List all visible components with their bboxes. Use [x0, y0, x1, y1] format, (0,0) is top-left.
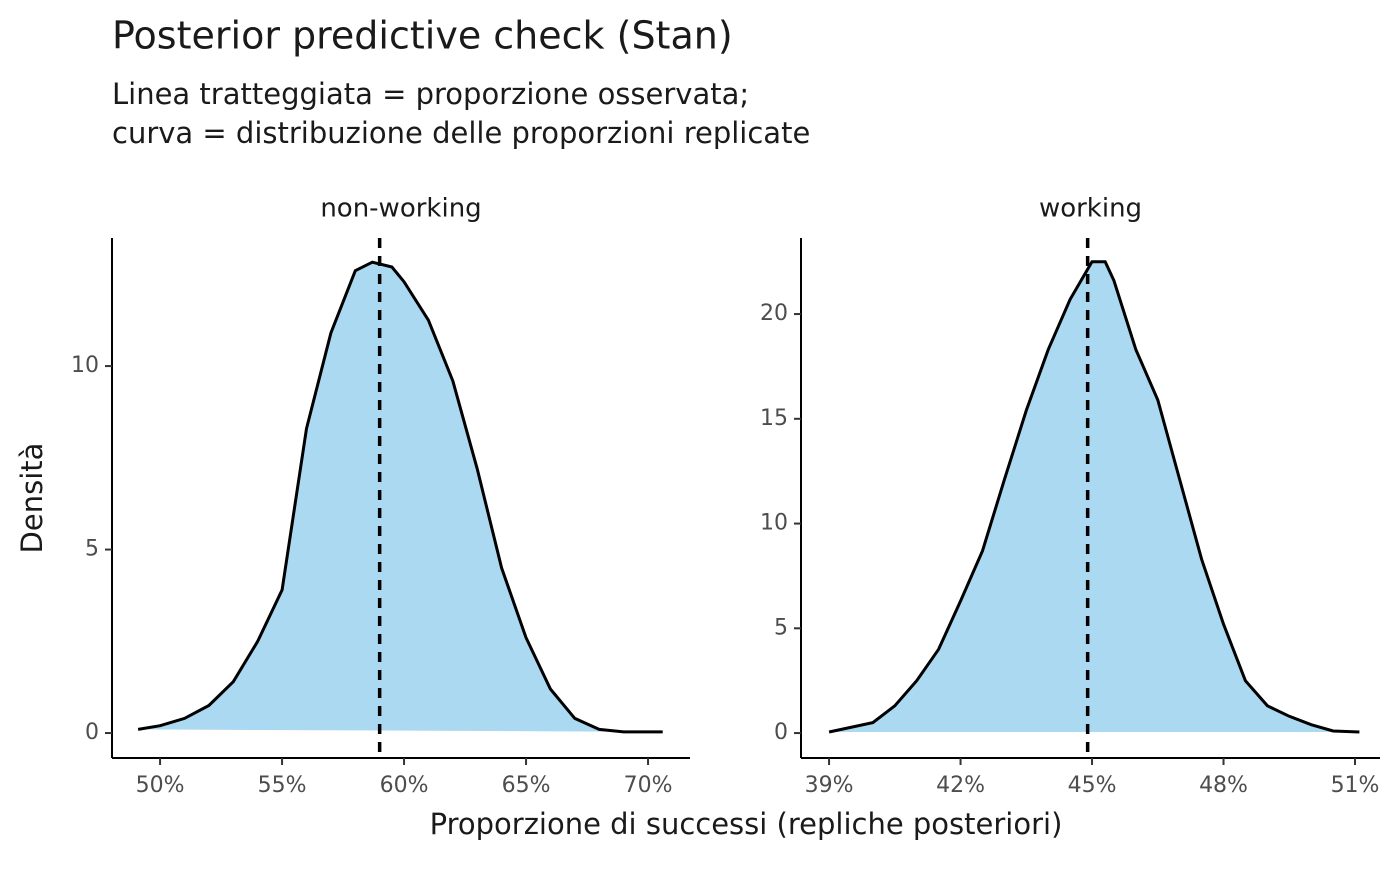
- density-line: [828, 260, 1360, 734]
- y-tick-label: 15: [760, 406, 788, 431]
- y-tick-label: 5: [774, 615, 788, 640]
- chart-subtitle: Linea tratteggiata = proporzione osserva…: [112, 77, 749, 111]
- y-tick-label: 0: [774, 720, 788, 745]
- y-tick-label: 0: [85, 720, 99, 745]
- density-area: [829, 261, 1360, 732]
- y-tick-label: 10: [760, 511, 788, 536]
- facet-label: non-working: [320, 194, 481, 224]
- x-axis-label: Proporzione di successi (repliche poster…: [430, 807, 1063, 841]
- y-tick-label: 20: [760, 301, 788, 326]
- x-tick-label: 48%: [1199, 773, 1248, 798]
- x-tick-label: 45%: [1068, 773, 1117, 798]
- y-axis-label: Densità: [15, 443, 49, 554]
- x-tick-label: 65%: [502, 773, 551, 798]
- y-tick-label: 5: [85, 537, 99, 562]
- x-tick-label: 39%: [805, 773, 854, 798]
- density-area: [138, 262, 663, 732]
- x-tick-label: 50%: [136, 773, 185, 798]
- x-tick-label: 42%: [936, 773, 985, 798]
- chart-subtitle: curva = distribuzione delle proporzioni …: [112, 116, 810, 150]
- x-tick-label: 60%: [380, 773, 429, 798]
- x-tick-label: 70%: [624, 773, 673, 798]
- y-tick-label: 10: [71, 353, 99, 378]
- x-tick-label: 55%: [258, 773, 307, 798]
- x-tick-label: 51%: [1331, 773, 1380, 798]
- facet-label: working: [1039, 194, 1142, 224]
- density-line: [137, 260, 663, 734]
- chart-title: Posterior predictive check (Stan): [112, 14, 733, 58]
